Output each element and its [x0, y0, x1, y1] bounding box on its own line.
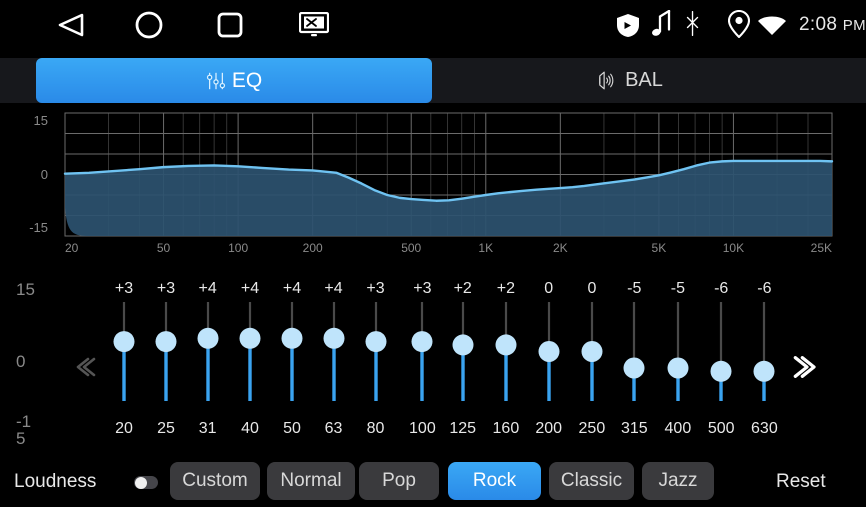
svg-text:50: 50: [157, 241, 171, 255]
svg-text:25K: 25K: [811, 241, 832, 255]
svg-text:20: 20: [65, 241, 79, 255]
svg-text:100: 100: [228, 241, 248, 255]
svg-text:200: 200: [303, 241, 323, 255]
svg-text:500: 500: [401, 241, 421, 255]
svg-text:1K: 1K: [478, 241, 493, 255]
svg-text:5K: 5K: [652, 241, 667, 255]
svg-text:10K: 10K: [723, 241, 744, 255]
svg-text:0: 0: [41, 167, 48, 182]
svg-text:15: 15: [34, 113, 48, 128]
svg-text:2K: 2K: [553, 241, 568, 255]
svg-text:-15: -15: [29, 220, 48, 235]
